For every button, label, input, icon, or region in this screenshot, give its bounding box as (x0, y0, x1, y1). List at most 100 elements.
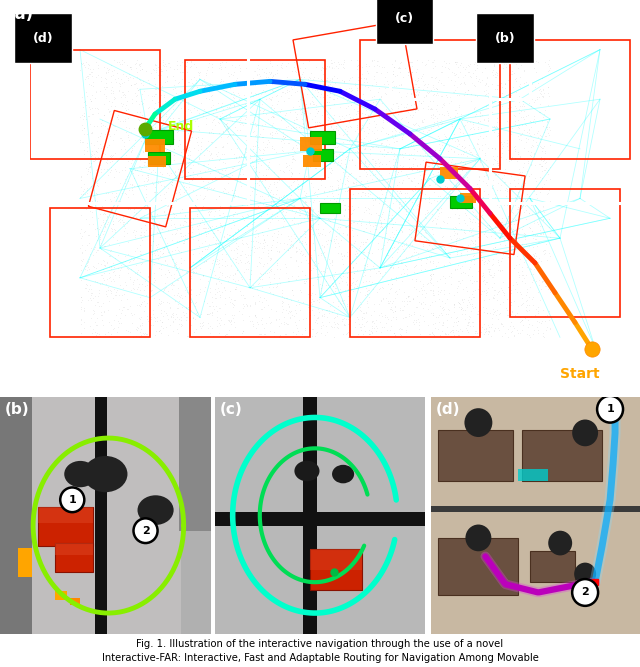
Point (54, 186, 65, 197)
Point (266, 233, 276, 244)
Point (346, 86, 356, 97)
Point (588, 221, 598, 232)
Point (122, 59, 132, 70)
Point (53, 350, 63, 360)
Point (510, 101, 520, 112)
Point (579, 83, 589, 94)
Point (226, 223, 236, 233)
Point (567, 74, 577, 85)
Point (596, 148, 607, 159)
Point (501, 203, 511, 213)
Point (292, 323, 303, 334)
Point (225, 101, 235, 112)
Point (106, 251, 116, 261)
Point (404, 48, 415, 59)
Point (193, 49, 204, 59)
Point (243, 98, 253, 109)
Point (428, 310, 438, 321)
Point (552, 370, 563, 381)
Point (228, 331, 238, 342)
Point (284, 233, 294, 244)
Point (149, 121, 159, 132)
Point (583, 112, 593, 123)
Point (250, 225, 260, 236)
Point (512, 287, 522, 297)
Point (584, 3, 595, 14)
Point (620, 63, 630, 74)
Point (502, 199, 512, 210)
Point (23, 336, 33, 346)
Point (384, 108, 394, 119)
Point (311, 368, 321, 379)
Point (195, 148, 205, 159)
Point (433, 237, 443, 247)
Point (328, 357, 338, 368)
Point (510, 356, 520, 367)
Point (188, 252, 198, 263)
Point (319, 242, 330, 253)
Point (313, 340, 323, 350)
Point (534, 107, 544, 117)
Point (171, 273, 181, 284)
Point (13, 29, 24, 40)
Point (168, 207, 179, 218)
Point (171, 184, 181, 195)
Point (12, 90, 22, 101)
Point (360, 38, 370, 49)
Point (418, 113, 428, 123)
Point (194, 153, 204, 163)
Point (307, 69, 317, 80)
Point (269, 77, 279, 88)
Point (474, 144, 484, 155)
Point (281, 189, 291, 200)
Point (166, 229, 177, 239)
Point (93, 15, 104, 26)
Point (238, 97, 248, 108)
Point (307, 288, 317, 299)
Point (285, 198, 295, 209)
Point (449, 193, 459, 203)
Point (186, 203, 196, 213)
Point (90, 262, 100, 273)
Point (180, 182, 191, 193)
Point (365, 69, 376, 79)
Point (185, 274, 195, 285)
Point (247, 379, 257, 390)
Point (56, 173, 66, 183)
Point (247, 254, 257, 265)
Point (451, 69, 461, 79)
Point (425, 133, 435, 143)
Point (596, 235, 606, 245)
Point (63, 319, 74, 330)
Point (162, 266, 172, 277)
Point (76, 223, 86, 234)
Point (202, 36, 212, 47)
Point (301, 275, 312, 286)
Point (218, 125, 228, 136)
Point (441, 83, 451, 94)
Point (618, 388, 628, 398)
Point (620, 129, 630, 139)
Point (234, 248, 244, 259)
Point (557, 227, 567, 237)
Point (282, 193, 292, 203)
Point (456, 195, 466, 206)
Point (143, 175, 153, 185)
Point (265, 132, 275, 143)
Point (259, 293, 269, 303)
Point (240, 105, 250, 116)
Point (281, 60, 291, 71)
Point (236, 272, 246, 283)
Point (293, 340, 303, 351)
Point (174, 90, 184, 101)
Point (87, 67, 97, 77)
Point (336, 115, 346, 125)
Point (46, 277, 56, 287)
Point (430, 59, 440, 70)
Point (218, 203, 228, 214)
Point (566, 348, 576, 358)
Point (365, 264, 375, 275)
Point (344, 88, 354, 99)
Point (480, 73, 490, 83)
Point (241, 360, 251, 371)
